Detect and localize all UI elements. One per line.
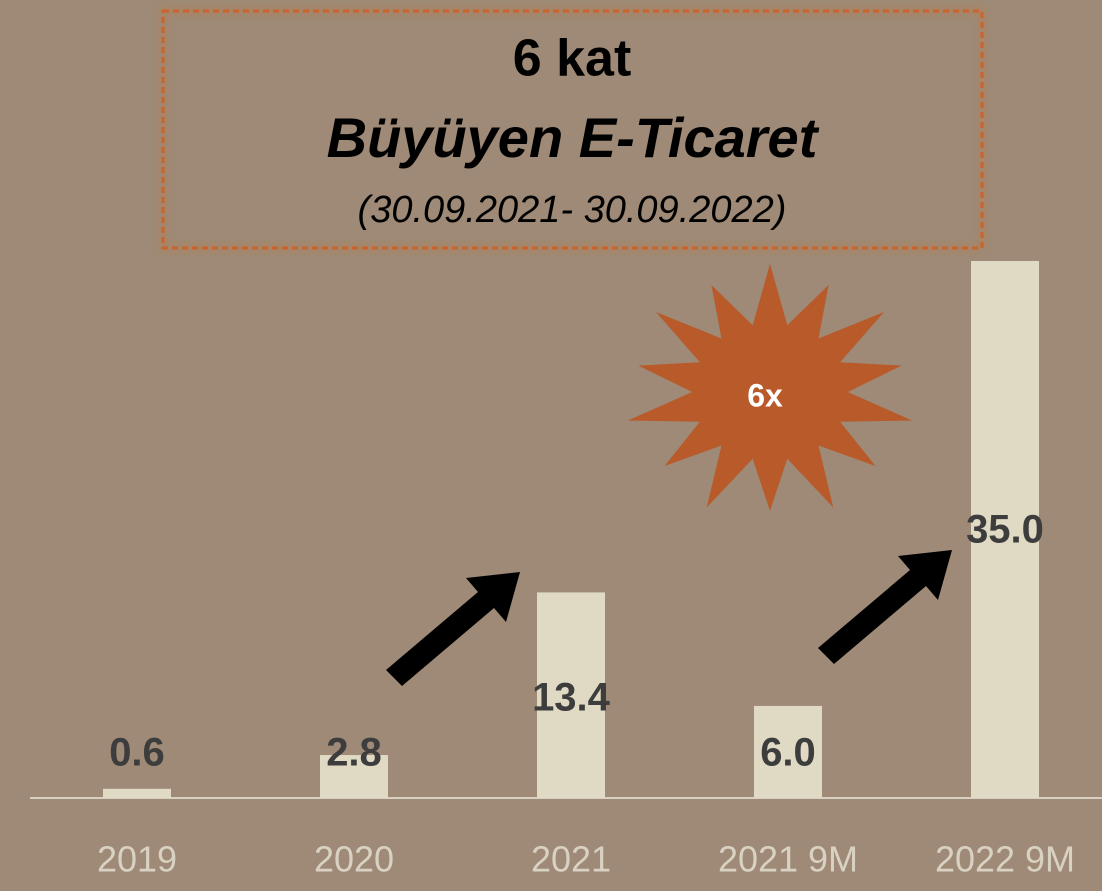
- value-label: 35.0: [966, 508, 1044, 552]
- bar: [537, 592, 605, 798]
- x-tick-label: 2019: [97, 839, 177, 880]
- value-label: 0.6: [109, 731, 165, 775]
- annotation: 6x: [747, 377, 783, 413]
- title-box: [161, 9, 984, 250]
- arrow: [386, 572, 520, 686]
- value-label: 13.4: [532, 676, 611, 720]
- x-tick-label: 2021 9M: [718, 839, 858, 880]
- bar: [320, 755, 388, 798]
- bar: [103, 788, 171, 798]
- starburst: [627, 263, 913, 511]
- value-label: 6.0: [760, 731, 816, 775]
- bar: [754, 705, 822, 798]
- arrows: [386, 550, 952, 686]
- chart-subtitle: Büyüyen E-Ticaret: [327, 106, 820, 169]
- arrow: [818, 550, 952, 664]
- x-tick-label: 2020: [314, 839, 394, 880]
- value-label: 2.8: [326, 731, 382, 775]
- x-tick-label: 2022 9M: [935, 839, 1075, 880]
- bar: [971, 261, 1039, 798]
- chart-title: 6 kat: [513, 30, 632, 88]
- x-tick-label: 2021: [531, 839, 611, 880]
- period: (30.09.2021- 30.09.2022): [358, 189, 787, 231]
